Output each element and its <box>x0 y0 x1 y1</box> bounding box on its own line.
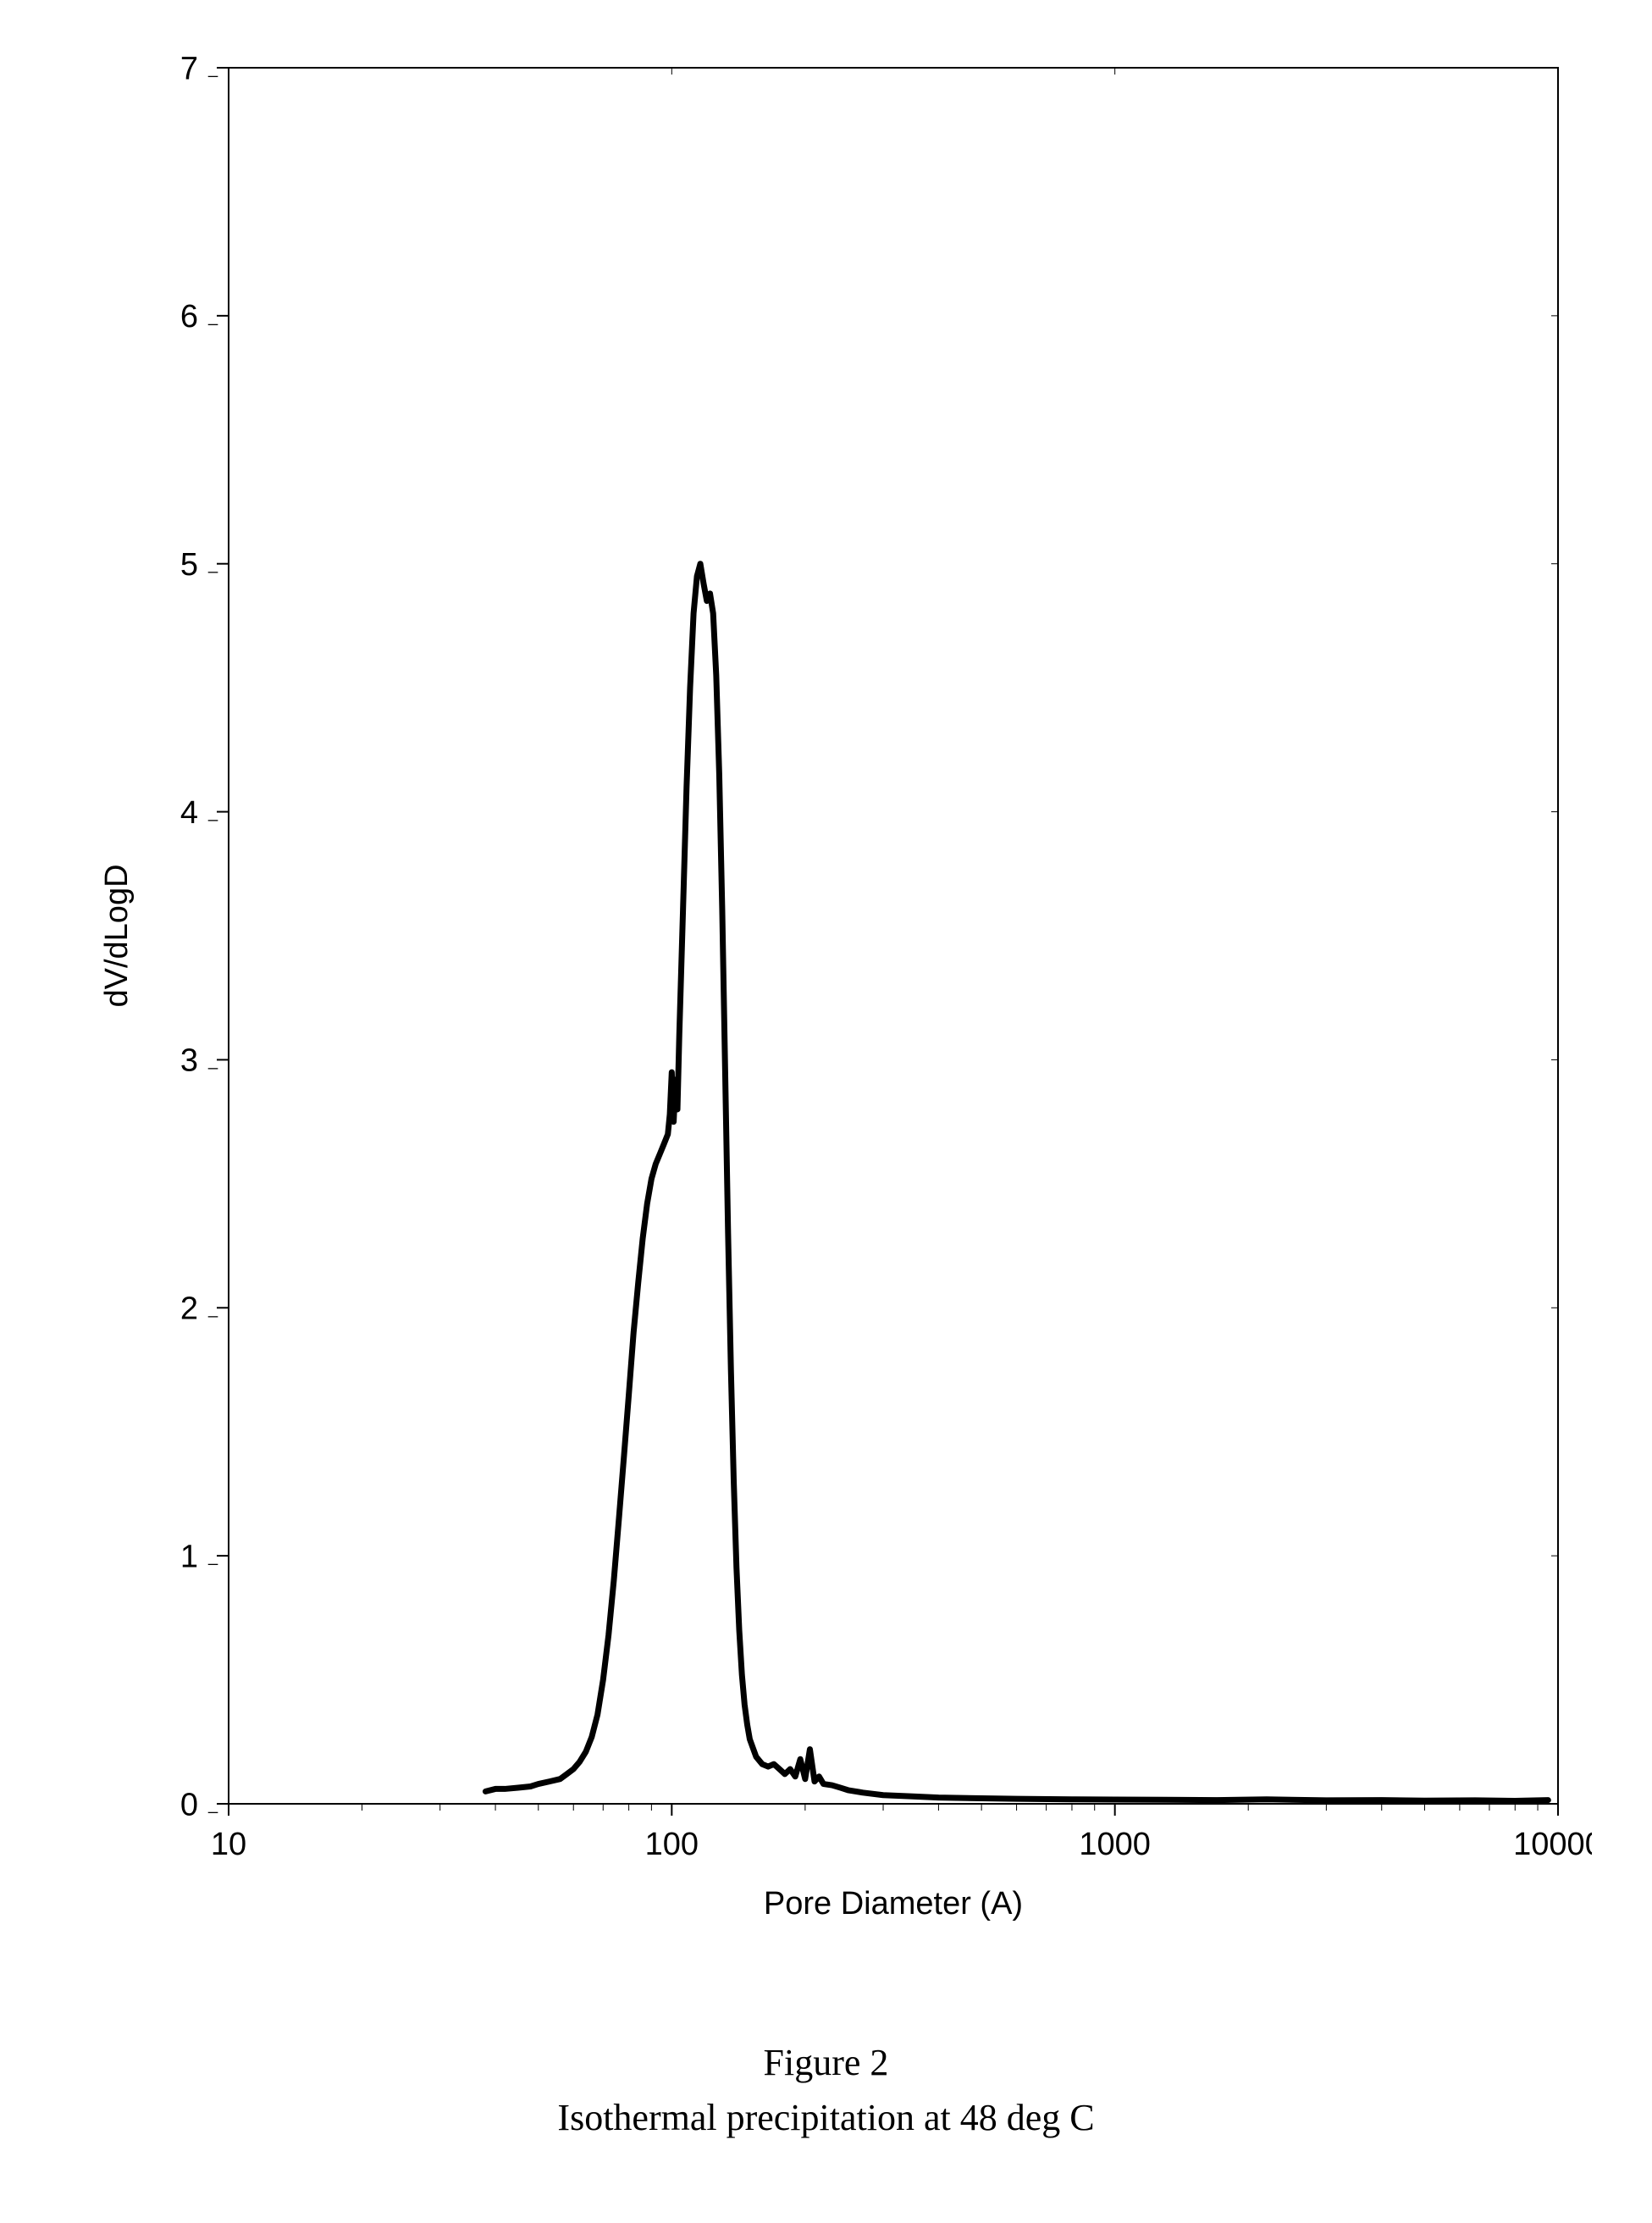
svg-text:2: 2 <box>180 1291 198 1327</box>
svg-text:100: 100 <box>645 1827 699 1862</box>
figure-label: Figure 2 <box>0 2041 1652 2084</box>
svg-text:7: 7 <box>180 51 198 86</box>
svg-text:_: _ <box>207 804 218 822</box>
svg-text:10: 10 <box>211 1827 246 1862</box>
pore-distribution-chart: 0 _ 1 _ 2 _ 3 _ 4 _ 5 _ 6 _ 7 _ 10 100 1000 10000 Pore Diame… <box>85 42 1592 1948</box>
svg-text:_: _ <box>207 1299 218 1318</box>
svg-text:10000: 10000 <box>1513 1827 1592 1862</box>
svg-text:dV/dLogD: dV/dLogD <box>99 864 135 1007</box>
chart-container: 0 _ 1 _ 2 _ 3 _ 4 _ 5 _ 6 _ 7 _ 10 100 1000 10000 Pore Diame… <box>85 42 1592 1948</box>
svg-text:0: 0 <box>180 1787 198 1822</box>
svg-text:_: _ <box>207 59 218 78</box>
svg-text:3: 3 <box>180 1043 198 1079</box>
svg-text:6: 6 <box>180 299 198 335</box>
figure-subtitle: Isothermal precipitation at 48 deg C <box>0 2096 1652 2139</box>
svg-text:4: 4 <box>180 795 198 831</box>
svg-text:1000: 1000 <box>1079 1827 1151 1862</box>
svg-text:5: 5 <box>180 547 198 583</box>
svg-text:_: _ <box>207 556 218 574</box>
svg-text:_: _ <box>207 1547 218 1566</box>
svg-text:_: _ <box>207 307 218 326</box>
svg-text:1: 1 <box>180 1539 198 1574</box>
svg-text:Pore Diameter (A): Pore Diameter (A) <box>764 1886 1023 1922</box>
page: 0 _ 1 _ 2 _ 3 _ 4 _ 5 _ 6 _ 7 _ 10 100 1000 10000 Pore Diame… <box>0 0 1652 2223</box>
svg-text:_: _ <box>207 1051 218 1070</box>
svg-text:_: _ <box>207 1795 218 1814</box>
